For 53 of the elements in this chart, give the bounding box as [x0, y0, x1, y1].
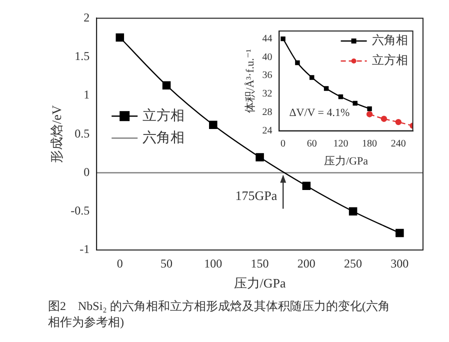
x-axis-title: 压力/GPa	[324, 154, 368, 168]
x-tick-label: 250	[344, 256, 362, 270]
x-tick-label: 120	[333, 138, 348, 150]
y-tick-label: 0	[84, 164, 90, 179]
annotation: 175GPa	[235, 188, 278, 204]
point	[395, 118, 402, 126]
y-tick-label: 44	[262, 33, 272, 44]
x-tick-label: 0	[280, 138, 286, 150]
point	[338, 94, 344, 100]
point	[367, 106, 372, 112]
point	[348, 207, 358, 216]
x-tick-label: 100	[204, 256, 222, 270]
point	[380, 116, 388, 122]
y-tick-label: -0.5	[70, 204, 90, 218]
y-tick-label: 1	[84, 88, 90, 102]
y-tick-label: 2	[84, 10, 90, 24]
y-tick-label: 40	[262, 52, 272, 63]
point	[162, 81, 171, 90]
point	[209, 120, 218, 129]
x-tick-label: 60	[306, 138, 317, 150]
y-tick-label: 0.5	[74, 126, 90, 140]
x-tick-label: 240	[390, 138, 406, 150]
y-axis-title: 形成焓/eV	[49, 104, 64, 163]
y-tick-label: 36	[262, 70, 272, 82]
point	[366, 111, 373, 118]
point	[310, 75, 314, 80]
x-tick-label: 0	[116, 256, 123, 270]
x-tick-label: 200	[297, 256, 316, 270]
y-tick-label: 1.5	[74, 48, 90, 63]
legend-label: 六角相	[142, 130, 185, 146]
point	[324, 86, 329, 91]
point	[295, 60, 300, 66]
y-axis-title: 体积/Å³·f.u.⁻¹	[243, 49, 256, 113]
y-tick-label: 32	[262, 88, 272, 100]
legend-label: 六角相	[372, 33, 408, 48]
legend-label: 立方相	[372, 53, 408, 68]
point	[280, 36, 286, 42]
x-axis-title: 压力/GPa	[234, 276, 286, 291]
x-tick-label: 150	[250, 256, 269, 270]
y-tick-label: -1	[80, 242, 90, 256]
point	[256, 153, 264, 162]
point	[116, 33, 124, 42]
x-tick-label: 300	[390, 256, 409, 270]
point	[396, 228, 404, 238]
x-tick-label: 50	[160, 256, 173, 270]
y-tick-label: 24	[262, 125, 272, 136]
point	[352, 100, 358, 106]
y-tick-label: 28	[262, 107, 272, 118]
annotation: ΔV/V = 4.1%	[289, 107, 350, 120]
point	[302, 182, 311, 190]
legend-label: 立方相	[142, 108, 185, 124]
x-tick-label: 180	[362, 138, 378, 150]
caption: 图2 NbSi₂ 的六角相和立方相形成焓及其体积随压力的变化(六角相作为参考相)	[48, 298, 391, 330]
